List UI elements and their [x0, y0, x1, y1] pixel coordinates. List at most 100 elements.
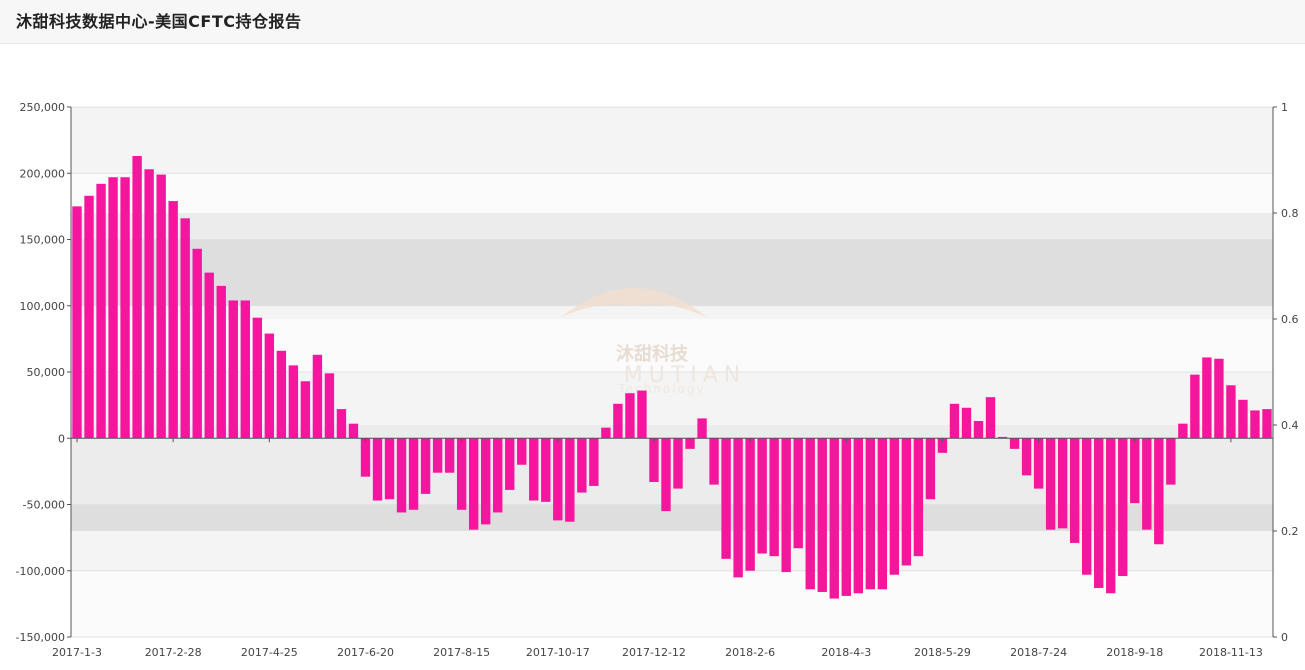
bar — [1238, 399, 1248, 439]
x-tick-label: 2017-8-15 — [433, 646, 490, 659]
bar — [240, 300, 250, 439]
bar — [577, 438, 587, 493]
bar — [973, 421, 984, 439]
bar — [1154, 438, 1164, 545]
bar — [168, 201, 178, 439]
bar — [517, 438, 527, 465]
x-tick-label: 2017-12-12 — [622, 646, 686, 659]
x-tick-label: 2018-4-3 — [821, 646, 871, 659]
bar — [276, 350, 287, 439]
bar — [252, 317, 262, 439]
bar — [817, 438, 827, 592]
bar — [384, 438, 395, 500]
bar — [673, 438, 683, 489]
bar — [865, 438, 876, 590]
bar — [769, 438, 779, 557]
bar — [1262, 409, 1272, 439]
bar — [649, 438, 659, 482]
band-9 — [71, 504, 1273, 531]
bar — [853, 438, 863, 594]
bar-series — [72, 156, 1272, 599]
bar — [1057, 438, 1068, 529]
header-bar: 沐甜科技数据中心-美国CFTC持仓报告 — [0, 0, 1305, 44]
y-tick-label: -50,000 — [23, 499, 65, 512]
bar — [144, 169, 154, 439]
bar — [1166, 438, 1176, 485]
y2-tick-label: 0.6 — [1281, 313, 1299, 326]
bar — [1226, 385, 1236, 439]
bar — [432, 438, 443, 473]
band-2 — [71, 213, 1273, 240]
bar — [613, 403, 623, 439]
bar — [685, 438, 695, 449]
bar — [709, 438, 719, 485]
bar — [1202, 357, 1212, 439]
y2-axis-labels: 1 0.8 0.6 0.4 0.2 0 — [1273, 101, 1299, 644]
bar — [1094, 438, 1104, 588]
bar — [481, 438, 491, 525]
bar — [1250, 410, 1260, 439]
bar — [661, 438, 671, 512]
bar — [829, 438, 839, 599]
watermark-logo-icon — [560, 288, 708, 318]
x-tick-label: 2017-4-25 — [241, 646, 298, 659]
bar — [120, 177, 130, 439]
bar — [324, 373, 335, 439]
x-tick-label: 2018-2-6 — [725, 646, 775, 659]
bar — [192, 248, 202, 439]
bar — [589, 438, 599, 486]
bar — [793, 438, 803, 549]
y-tick-label: -100,000 — [16, 565, 65, 578]
watermark: 沐甜科技 MUTIAN Technology — [560, 288, 740, 396]
bar — [889, 438, 900, 575]
bar — [312, 354, 323, 439]
x-tick-label: 2017-1-3 — [52, 646, 102, 659]
y-tick-label: 250,000 — [20, 101, 66, 114]
band-3 — [71, 239, 1273, 306]
bar — [456, 438, 467, 510]
y-tick-label: -150,000 — [16, 631, 65, 644]
y2-tick-label: 0 — [1281, 631, 1288, 644]
bar — [264, 333, 275, 439]
bar — [204, 272, 214, 439]
bar — [565, 438, 575, 522]
bar — [1045, 438, 1056, 530]
bar — [601, 427, 611, 439]
bar — [1130, 438, 1140, 504]
bar — [637, 390, 647, 439]
band-7 — [71, 425, 1273, 439]
bar — [841, 438, 851, 596]
bar — [216, 285, 226, 439]
bar — [132, 156, 142, 439]
y-tick-label: 100,000 — [20, 300, 66, 313]
bar — [1069, 438, 1080, 543]
x-tick-label: 2018-11-13 — [1199, 646, 1263, 659]
bar — [444, 438, 455, 473]
y2-tick-label: 0.2 — [1281, 525, 1299, 538]
x-axis-labels: 2017-1-3 2017-2-28 2017-4-25 2017-6-20 2017-… — [52, 438, 1263, 659]
bar — [72, 206, 82, 439]
bar — [1190, 374, 1200, 439]
bar — [1178, 423, 1188, 439]
x-tick-label: 2017-10-17 — [526, 646, 590, 659]
bar — [84, 195, 94, 439]
bar — [721, 438, 731, 559]
band-8 — [71, 438, 1273, 505]
bar — [985, 397, 996, 439]
bar — [493, 438, 503, 513]
x-tick-label: 2017-6-20 — [337, 646, 394, 659]
y-tick-label: 50,000 — [27, 366, 66, 379]
bar — [156, 174, 166, 439]
y-axis-labels: 250,000 200,000 150,000 100,000 50,000 0 -50,0… — [16, 101, 71, 644]
bar — [1082, 438, 1092, 575]
bar — [757, 438, 767, 554]
bar — [1106, 438, 1116, 594]
bar — [288, 365, 299, 439]
band-10 — [71, 531, 1273, 571]
watermark-cn: 沐甜科技 — [616, 343, 689, 365]
bar — [360, 438, 371, 477]
bar — [408, 438, 419, 510]
bar — [529, 438, 539, 501]
bar — [336, 409, 347, 439]
